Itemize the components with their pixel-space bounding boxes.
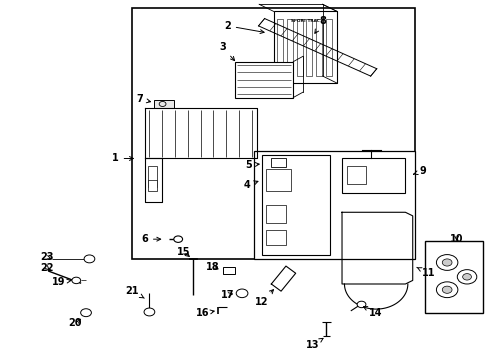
Circle shape: [441, 259, 451, 266]
Circle shape: [462, 274, 470, 280]
Circle shape: [435, 282, 457, 298]
Circle shape: [84, 255, 95, 263]
Text: 20: 20: [68, 319, 81, 328]
Circle shape: [144, 308, 155, 316]
Text: SPORT TRAC: SPORT TRAC: [290, 19, 319, 23]
Bar: [266, 205, 285, 223]
Circle shape: [159, 102, 165, 107]
Bar: [266, 169, 290, 191]
Text: 18: 18: [205, 262, 219, 272]
Text: 13: 13: [305, 338, 323, 350]
Bar: [254, 151, 414, 259]
Circle shape: [456, 270, 476, 284]
Text: 12: 12: [254, 290, 273, 307]
Text: 14: 14: [363, 307, 382, 318]
Text: 7: 7: [136, 94, 150, 104]
Bar: [234, 62, 293, 98]
Bar: [316, 19, 322, 76]
Bar: [273, 12, 336, 83]
Circle shape: [356, 301, 365, 308]
Text: 1: 1: [112, 153, 133, 163]
Text: 17: 17: [220, 290, 234, 300]
Text: 11: 11: [416, 267, 435, 278]
Bar: [346, 166, 366, 184]
Text: 4: 4: [243, 180, 257, 190]
Text: 22: 22: [40, 263, 54, 273]
Text: 5: 5: [244, 160, 259, 170]
Text: 6: 6: [141, 234, 161, 244]
Bar: [306, 19, 312, 76]
Bar: [271, 158, 285, 167]
Circle shape: [236, 289, 247, 298]
Circle shape: [435, 255, 457, 270]
Bar: [424, 241, 483, 313]
Bar: [341, 158, 405, 193]
Text: 21: 21: [125, 286, 144, 298]
Text: 19: 19: [51, 277, 71, 287]
Bar: [286, 19, 292, 76]
Bar: [148, 166, 157, 187]
Circle shape: [81, 309, 91, 317]
Circle shape: [441, 286, 451, 293]
Bar: [296, 19, 302, 76]
Text: 9: 9: [413, 166, 425, 176]
Text: 2: 2: [224, 21, 264, 33]
Bar: [132, 8, 414, 259]
Circle shape: [72, 277, 81, 284]
Bar: [266, 230, 285, 244]
Text: 15: 15: [177, 247, 190, 257]
Text: 23: 23: [40, 252, 54, 262]
Text: 8: 8: [314, 17, 325, 33]
Bar: [261, 155, 329, 255]
Bar: [325, 19, 331, 76]
Bar: [222, 267, 234, 274]
Bar: [154, 100, 173, 108]
Bar: [277, 19, 283, 76]
Text: 10: 10: [449, 234, 463, 244]
Text: 3: 3: [219, 42, 234, 60]
Text: 16: 16: [196, 309, 214, 318]
Bar: [148, 180, 157, 191]
Circle shape: [173, 236, 182, 242]
